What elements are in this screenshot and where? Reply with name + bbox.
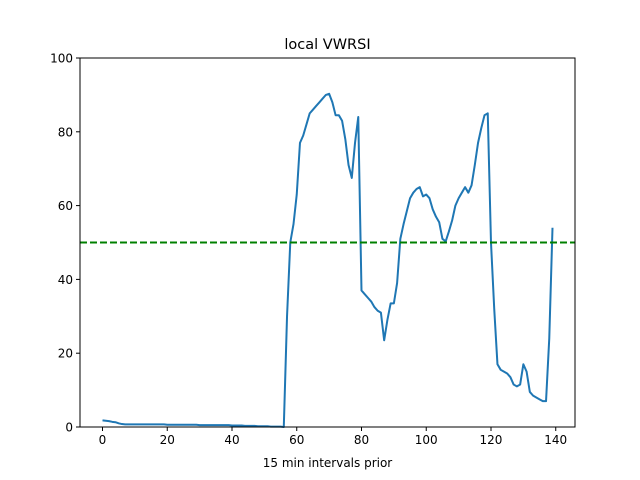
chart-title: local VWRSI <box>284 37 370 53</box>
y-axis: 0 20 40 60 80 100 <box>50 52 80 435</box>
y-tick-label: 100 <box>50 52 73 66</box>
y-tick-label: 20 <box>58 347 73 361</box>
y-tick-label: 80 <box>58 125 73 139</box>
x-tick-label: 20 <box>160 433 175 447</box>
x-tick-label: 100 <box>415 433 438 447</box>
x-tick-label: 120 <box>480 433 503 447</box>
series-line-local-vwrsi <box>102 92 554 428</box>
axes-frame <box>79 57 576 428</box>
x-tick-label: 40 <box>224 433 239 447</box>
x-tick-label: 140 <box>544 433 567 447</box>
y-tick-label: 0 <box>65 421 73 435</box>
x-tick-label: 0 <box>99 433 107 447</box>
x-axis: 0 20 40 60 80 100 120 140 <box>99 427 567 447</box>
x-tick-label: 80 <box>354 433 369 447</box>
y-tick-label: 60 <box>58 199 73 213</box>
y-tick-label: 40 <box>58 273 73 287</box>
x-tick-label: 60 <box>289 433 304 447</box>
plot-area <box>80 92 575 428</box>
x-axis-label: 15 min intervals prior <box>263 456 393 470</box>
